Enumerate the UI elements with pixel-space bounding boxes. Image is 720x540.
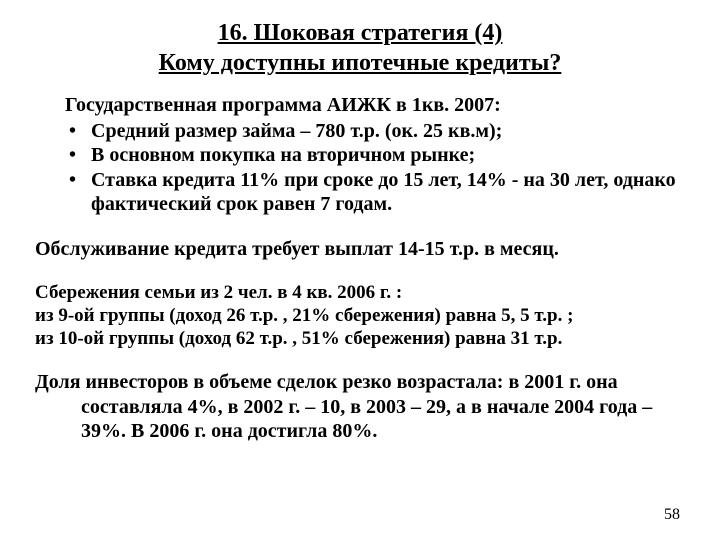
savings-line: из 9-ой группы (доход 26 т.р. , 21% сбер… [35, 304, 685, 327]
bullet-dot-icon: • [65, 119, 91, 143]
page-number: 58 [664, 506, 680, 524]
savings-line: Сбережения семьи из 2 чел. в 4 кв. 2006 … [35, 281, 685, 304]
bullet-dot-icon: • [65, 168, 91, 217]
list-item: • В основном покупка на вторичном рынке; [65, 143, 685, 167]
investors-paragraph: Доля инвесторов в объеме сделок резко во… [35, 370, 685, 443]
slide-title: 16. Шоковая стратегия (4) Кому доступны … [35, 18, 685, 78]
title-line-1: 16. Шоковая стратегия (4) [35, 18, 685, 48]
bullet-dot-icon: • [65, 143, 91, 167]
savings-paragraph: Сбережения семьи из 2 чел. в 4 кв. 2006 … [35, 281, 685, 351]
savings-line: из 10-ой группы (доход 62 т.р. , 51% сбе… [35, 327, 685, 350]
bullet-text: В основном покупка на вторичном рынке; [91, 143, 685, 167]
list-item: • Средний размер займа – 780 т.р. (ок. 2… [65, 119, 685, 143]
service-paragraph: Обслуживание кредита требует выплат 14-1… [35, 237, 685, 261]
list-item: • Ставка кредита 11% при сроке до 15 лет… [65, 168, 685, 217]
intro-text: Государственная программа АИЖК в 1кв. 20… [65, 94, 685, 117]
bullet-text: Ставка кредита 11% при сроке до 15 лет, … [91, 168, 685, 217]
bullet-list: • Средний размер займа – 780 т.р. (ок. 2… [65, 119, 685, 217]
bullet-text: Средний размер займа – 780 т.р. (ок. 25 … [91, 119, 685, 143]
title-line-2: Кому доступны ипотечные кредиты? [35, 48, 685, 78]
